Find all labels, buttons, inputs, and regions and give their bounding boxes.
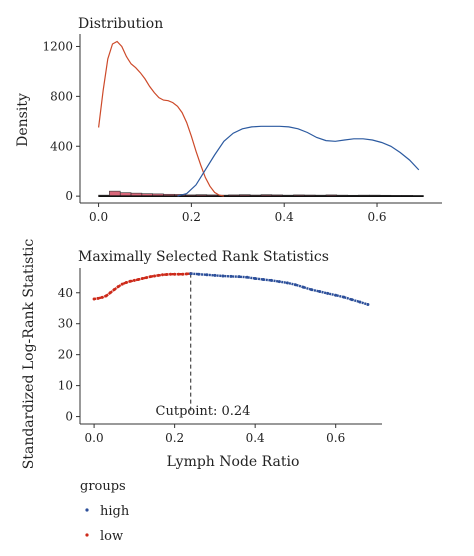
rank-point-low xyxy=(108,291,112,295)
rank-point-low xyxy=(120,282,124,286)
rank-point-high xyxy=(189,272,193,276)
density-line-high xyxy=(177,125,420,197)
rank-point-low xyxy=(152,274,156,278)
rank-point-low xyxy=(92,297,96,301)
distribution-y-axis-label: Density xyxy=(15,93,31,147)
rank-point-low xyxy=(177,272,181,276)
rank-point-high xyxy=(358,300,362,304)
rank-statistics-title: Maximally Selected Rank Statistics xyxy=(78,249,329,265)
rank-point-low xyxy=(181,272,185,276)
rank-point-low xyxy=(112,288,116,292)
rank-point-high xyxy=(261,277,265,281)
legend-swatch-low xyxy=(85,533,89,537)
legend-label-low: low xyxy=(100,529,123,544)
rank-point-low xyxy=(136,277,140,281)
rank-point-high xyxy=(253,277,257,281)
rank-y-tick-label: 0 xyxy=(65,410,73,424)
distribution-y-tick-label: 1200 xyxy=(42,39,73,53)
rank-point-low xyxy=(144,276,148,280)
rank-point-low xyxy=(132,278,136,282)
rank-point-high xyxy=(318,290,322,294)
rank-point-high xyxy=(366,303,370,307)
rank-point-low xyxy=(161,273,165,277)
rank-statistics-plot: Maximally Selected Rank Statistics Stand… xyxy=(21,239,382,470)
rank-point-high xyxy=(277,280,281,284)
rank-point-high xyxy=(269,278,273,282)
rank-point-low xyxy=(128,279,132,283)
rank-point-high xyxy=(285,281,289,285)
rank-point-high xyxy=(237,275,241,279)
rank-statistics-x-axis-label: Lymph Node Ratio xyxy=(167,454,300,470)
distribution-y-tick-label: 400 xyxy=(50,139,73,153)
rank-point-high xyxy=(350,298,354,302)
density-line-low xyxy=(98,40,225,197)
rank-point-high xyxy=(205,273,209,277)
rank-x-tick-label: 0.4 xyxy=(246,431,265,445)
distribution-x-tick-label: 0.6 xyxy=(367,210,386,224)
rank-point-high xyxy=(293,283,297,287)
rank-point-low xyxy=(165,273,169,276)
distribution-x-tick-label: 0.4 xyxy=(275,210,294,224)
rank-statistics-y-axis-label: Standardized Log-Rank Statistic xyxy=(21,239,37,470)
rank-point-low xyxy=(157,273,161,277)
rank-y-tick-label: 20 xyxy=(58,348,73,362)
legend-swatch-high xyxy=(85,508,89,512)
rank-point-high xyxy=(245,275,249,279)
rank-point-high xyxy=(197,272,201,276)
legend: groups high low xyxy=(80,479,130,544)
distribution-plot: Distribution Density 0 400 800 1200 0.0 0.2 0.… xyxy=(15,16,442,224)
rank-point-low xyxy=(148,275,152,279)
rank-point-high xyxy=(213,273,217,277)
distribution-title: Distribution xyxy=(78,16,163,32)
legend-label-high: high xyxy=(100,504,130,519)
rank-point-high xyxy=(342,295,346,299)
rank-point-low xyxy=(124,281,128,285)
rank-point-low xyxy=(169,272,173,276)
rank-y-tick-label: 40 xyxy=(58,286,73,300)
legend-title: groups xyxy=(80,479,126,494)
rank-point-low xyxy=(104,294,108,298)
rank-y-tick-label: 10 xyxy=(58,379,73,393)
rank-point-high xyxy=(334,293,338,297)
rank-trace-high xyxy=(190,272,369,306)
distribution-x-tick-label: 0.0 xyxy=(89,210,108,224)
rank-point-high xyxy=(301,285,305,289)
rank-point-high xyxy=(221,274,225,278)
rank-y-tick-label: 30 xyxy=(58,317,73,331)
distribution-y-tick-label: 0 xyxy=(65,189,73,203)
rank-point-high xyxy=(326,291,330,295)
distribution-x-tick-label: 0.2 xyxy=(182,210,201,224)
rank-point-low xyxy=(185,272,189,276)
rank-point-low xyxy=(116,285,120,289)
rank-x-tick-label: 0.6 xyxy=(326,431,345,445)
rank-point-low xyxy=(140,277,144,281)
rank-point-low xyxy=(96,296,100,300)
rank-point-low xyxy=(173,272,177,276)
rank-point-high xyxy=(229,274,233,278)
rank-point-low xyxy=(100,295,104,299)
rank-point-high xyxy=(310,288,314,292)
rank-x-tick-label: 0.0 xyxy=(85,431,104,445)
cutpoint-label: Cutpoint: 0.24 xyxy=(156,404,251,419)
rank-x-tick-label: 0.2 xyxy=(165,431,184,445)
distribution-y-tick-label: 800 xyxy=(50,89,73,103)
